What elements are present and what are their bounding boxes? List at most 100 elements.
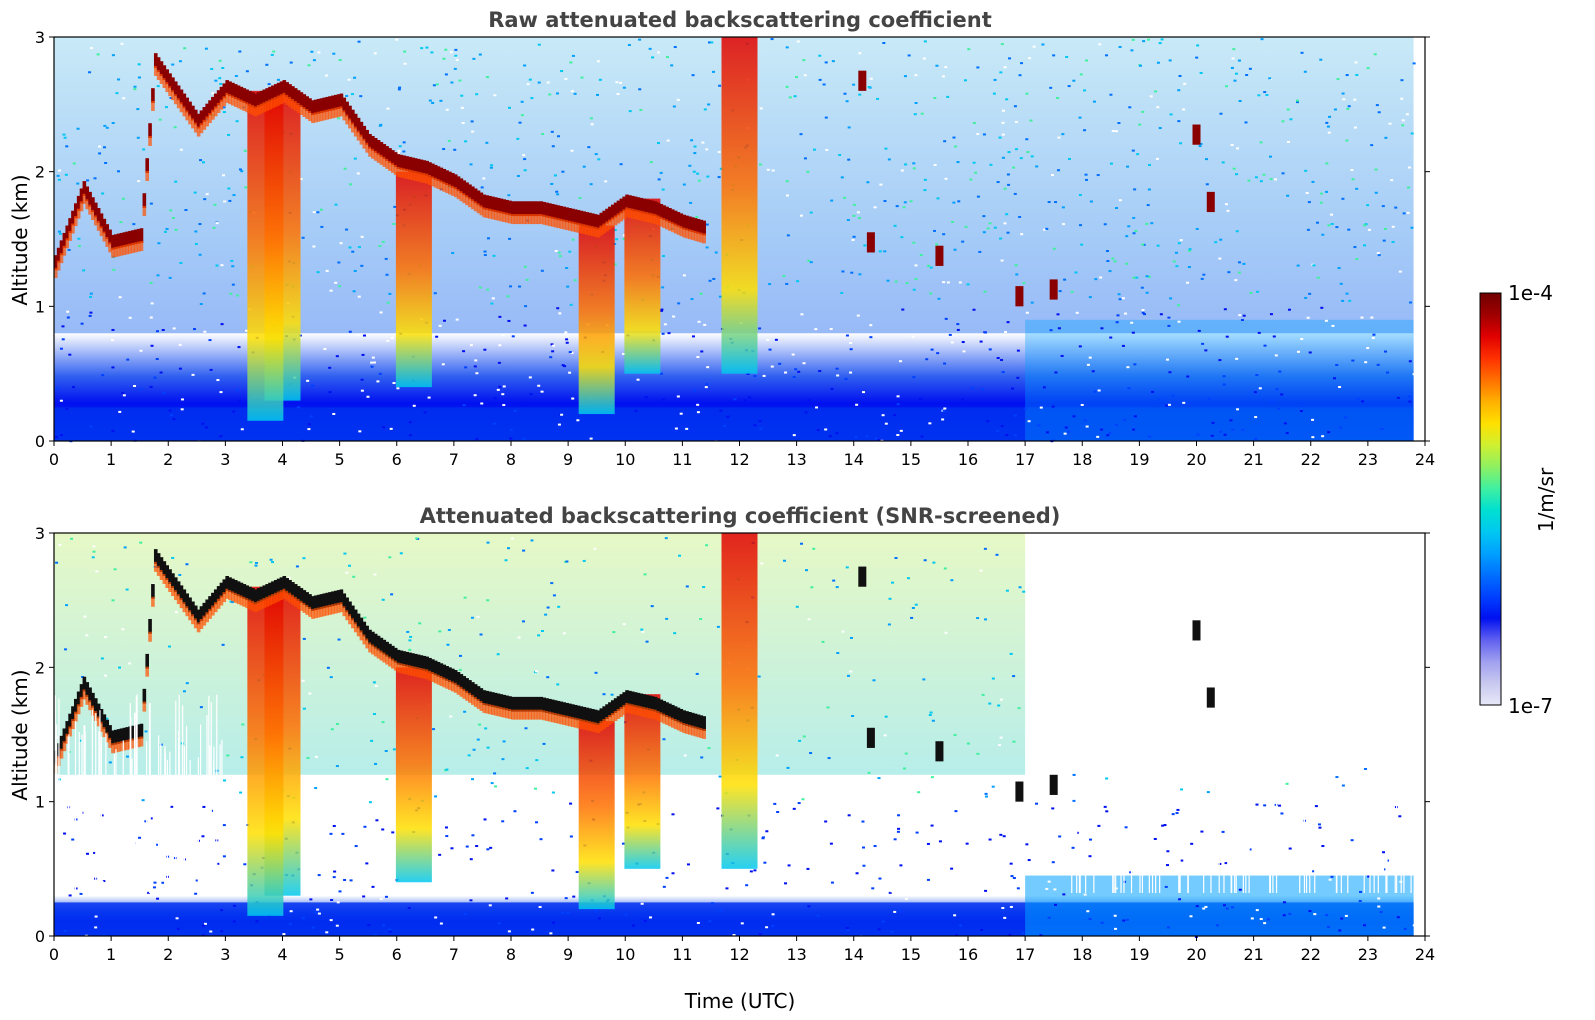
cloud-pixel: [388, 643, 392, 659]
noise-pixel: [357, 40, 361, 43]
noise-pixel: [175, 917, 179, 920]
cloud-pixel: [511, 696, 515, 712]
noise-pixel: [215, 222, 219, 225]
screened-gap: [1314, 849, 1316, 894]
noise-pixel: [365, 862, 369, 865]
noise-pixel: [379, 311, 383, 314]
cloud-pixel: [502, 694, 507, 710]
noise-pixel: [1196, 44, 1200, 47]
noise-pixel: [989, 163, 993, 166]
noise-pixel: [862, 864, 866, 867]
noise-pixel: [1067, 157, 1071, 160]
noise-pixel: [1064, 426, 1068, 429]
y-tick-label: 3: [35, 524, 45, 543]
cloud-pixel: [111, 234, 115, 250]
noise-pixel: [828, 435, 832, 438]
noise-pixel: [317, 912, 321, 915]
cloud-pixel: [96, 208, 101, 223]
noise-pixel: [784, 882, 788, 885]
cloud-pixel: [205, 103, 209, 119]
noise-pixel: [662, 738, 666, 741]
noise-pixel: [403, 50, 407, 53]
cloud-edge: [648, 708, 652, 719]
cloud-edge: [159, 74, 164, 85]
noise-pixel: [1016, 349, 1020, 352]
noise-pixel: [912, 162, 916, 165]
cloud-pixel: [365, 129, 369, 145]
cloud-edge: [176, 594, 181, 605]
cloud-pixel: [422, 160, 427, 175]
noise-pixel: [930, 776, 934, 779]
noise-pixel: [1201, 342, 1205, 345]
noise-pixel: [203, 922, 207, 925]
noise-pixel: [447, 877, 451, 880]
noise-pixel: [785, 282, 789, 285]
noise-pixel: [282, 933, 286, 936]
noise-pixel: [344, 888, 348, 891]
noise-pixel: [966, 283, 970, 286]
cloud-pixel: [576, 705, 581, 721]
noise-pixel: [1018, 586, 1022, 589]
cloud-pixel: [239, 582, 244, 598]
noise-pixel: [101, 374, 105, 377]
cloud-edge: [336, 107, 341, 118]
noise-pixel: [445, 108, 449, 111]
x-tick-label: 21: [1243, 945, 1263, 964]
noise-pixel: [171, 63, 175, 66]
noise-pixel: [1242, 262, 1246, 265]
noise-pixel: [1088, 356, 1092, 359]
cloud-patch: [935, 741, 944, 762]
noise-pixel: [168, 276, 172, 279]
cloud-edge: [702, 233, 706, 244]
cloud-pixel: [368, 629, 372, 645]
noise-pixel: [314, 911, 318, 914]
noise-pixel: [98, 145, 102, 148]
noise-pixel: [760, 562, 764, 565]
noise-pixel: [932, 561, 936, 564]
cloud-pixel: [662, 205, 666, 221]
cloud-pixel: [570, 704, 575, 720]
noise-pixel: [347, 78, 351, 81]
noise-pixel: [1341, 299, 1345, 302]
noise-pixel: [1195, 905, 1199, 908]
noise-pixel: [531, 928, 535, 931]
noise-pixel: [1214, 241, 1218, 244]
noise-pixel: [111, 366, 115, 369]
cloud-pixel: [636, 692, 641, 708]
noise-pixel: [1027, 859, 1031, 862]
cloud-pixel: [690, 712, 695, 728]
noise-pixel: [133, 85, 137, 88]
noise-pixel: [985, 795, 989, 798]
noise-pixel: [366, 395, 370, 398]
cloud-pixel: [342, 97, 347, 113]
noise-pixel: [221, 66, 225, 69]
noise-pixel: [1311, 436, 1315, 439]
noise-pixel: [1133, 415, 1137, 418]
noise-pixel: [222, 855, 226, 858]
cloud-pixel: [508, 200, 512, 216]
noise-pixel: [265, 63, 269, 66]
cloud-pixel: [650, 200, 655, 216]
cloud-edge: [65, 238, 70, 249]
noise-pixel: [86, 179, 90, 182]
noise-pixel: [634, 409, 638, 412]
noise-pixel: [356, 844, 360, 847]
cloud-edge: [296, 102, 301, 113]
noise-pixel: [379, 123, 383, 126]
noise-pixel: [158, 118, 162, 121]
noise-pixel: [1270, 400, 1274, 403]
noise-pixel: [202, 292, 206, 295]
cloud-edge: [348, 118, 352, 129]
cloud-edge: [225, 588, 229, 599]
noise-pixel: [1216, 924, 1220, 927]
noise-pixel: [427, 396, 431, 399]
noise-pixel: [72, 162, 76, 165]
noise-pixel: [846, 929, 850, 932]
cloud-pixel: [259, 586, 264, 602]
cloud-edge: [568, 716, 572, 727]
cloud-edge: [236, 594, 241, 605]
noise-pixel: [1089, 200, 1093, 203]
noise-pixel: [598, 78, 602, 81]
screened-gap: [1130, 753, 1133, 894]
noise-pixel: [230, 259, 234, 262]
